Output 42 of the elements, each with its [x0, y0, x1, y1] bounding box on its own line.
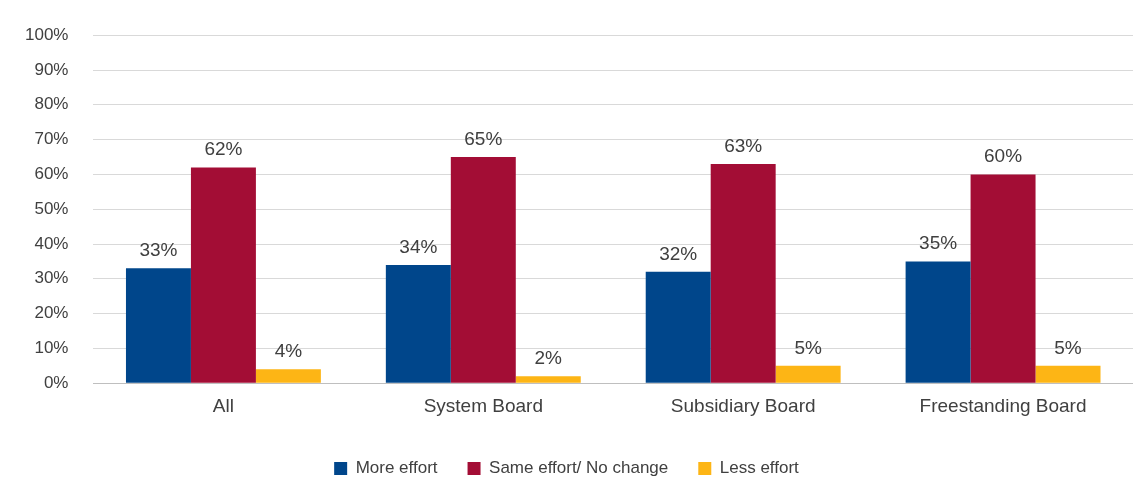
- bar: [970, 174, 1036, 383]
- y-tick-label: 10%: [34, 338, 69, 358]
- y-tick-label: 90%: [34, 59, 69, 79]
- data-label: 62%: [204, 138, 243, 160]
- bar: [450, 157, 516, 383]
- data-label: 35%: [919, 232, 958, 254]
- y-tick-label: 60%: [34, 164, 69, 184]
- bar: [1035, 365, 1101, 383]
- data-label: 2%: [534, 346, 563, 368]
- legend-label: More effort: [355, 458, 438, 478]
- bar: [775, 365, 841, 383]
- x-tick-label: Subsidiary Board: [670, 394, 816, 416]
- data-label: 34%: [399, 235, 438, 257]
- legend-label: Same effort/ No change: [489, 458, 669, 478]
- y-tick-label: 20%: [34, 303, 69, 323]
- data-label: 32%: [659, 242, 698, 264]
- bar: [125, 268, 191, 383]
- legend-label: Less effort: [719, 458, 800, 478]
- bar: [190, 167, 256, 383]
- bar: [385, 264, 451, 383]
- data-label: 63%: [724, 134, 763, 156]
- bar: [710, 163, 776, 383]
- y-tick-label: 80%: [34, 94, 69, 114]
- data-label: 5%: [1054, 336, 1082, 358]
- y-tick-label: 30%: [34, 268, 69, 288]
- y-tick-label: 0%: [43, 372, 69, 392]
- bar: [905, 261, 971, 383]
- bar: [515, 376, 581, 383]
- x-tick-label: All: [212, 394, 234, 416]
- y-tick-label: 70%: [34, 129, 69, 149]
- data-label: 60%: [984, 145, 1023, 167]
- data-label: 65%: [464, 127, 503, 149]
- bar: [255, 369, 321, 383]
- y-tick-label: 40%: [34, 233, 69, 253]
- x-tick-label: System Board: [423, 394, 543, 416]
- x-tick-label: Freestanding Board: [919, 394, 1087, 416]
- y-tick-label: 50%: [34, 198, 69, 218]
- y-tick-label: 100%: [25, 24, 69, 44]
- data-label: 33%: [139, 239, 178, 261]
- bar: [645, 271, 711, 383]
- data-label: 5%: [794, 336, 822, 358]
- data-label: 4%: [274, 340, 303, 362]
